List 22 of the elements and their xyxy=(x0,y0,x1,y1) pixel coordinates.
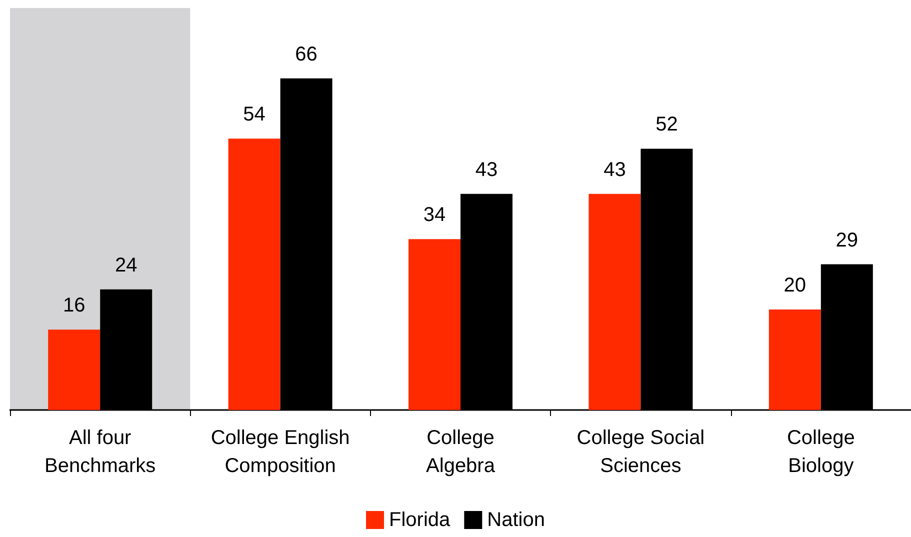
data-label: 16 xyxy=(62,294,86,317)
legend-label: Florida xyxy=(389,509,452,531)
data-label: 34 xyxy=(423,204,446,226)
data-label: 43 xyxy=(604,158,626,181)
data-label: 52 xyxy=(656,114,678,136)
data-label: 24 xyxy=(114,254,138,276)
x-tick-label: All four Benchmarks xyxy=(44,427,156,477)
legend-label: Nation xyxy=(487,509,545,531)
data-label: 66 xyxy=(295,43,318,66)
x-tick-label: College Algebra xyxy=(426,427,496,477)
bar xyxy=(408,239,460,410)
x-tick-label: College Social Sciences xyxy=(576,427,705,477)
data-label: 43 xyxy=(475,158,498,181)
data-label: 29 xyxy=(836,229,858,252)
data-label: 54 xyxy=(243,104,266,126)
x-tick-label: College English Composition xyxy=(210,427,350,477)
bar xyxy=(768,310,821,410)
bar xyxy=(48,330,100,410)
data-label: 20 xyxy=(784,274,806,296)
x-tick-label: College Biology xyxy=(786,427,855,477)
bar xyxy=(228,138,280,410)
bar xyxy=(588,194,641,410)
